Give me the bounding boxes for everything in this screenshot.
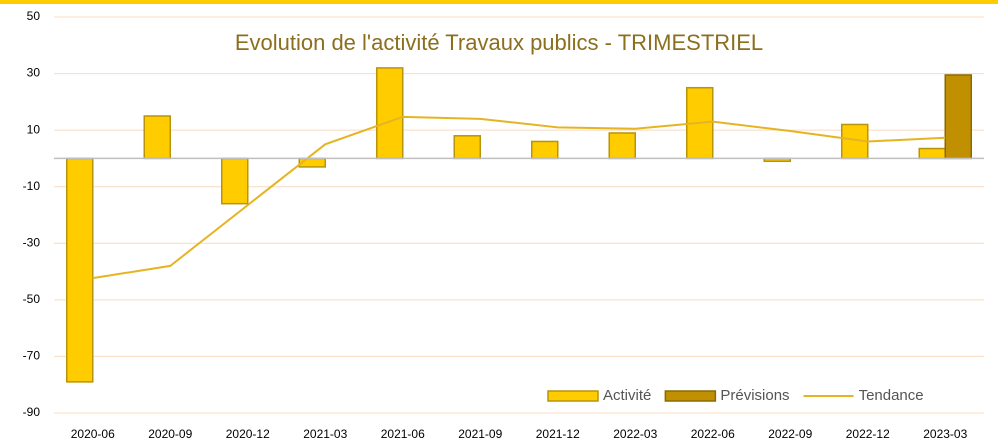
x-tick-label: 2022-09 [768,427,812,441]
legend-label: Tendance [859,387,924,404]
y-tick-label: 30 [27,66,41,80]
y-tick-label: -90 [23,405,41,419]
x-tick-label: 2023-03 [923,427,967,441]
legend-swatch [547,390,599,402]
x-tick-label: 2022-12 [846,427,890,441]
bar [143,115,171,160]
grid [54,16,984,414]
y-tick-label: 10 [27,122,41,136]
y-tick-label: -10 [23,179,41,193]
x-tick-label: 2021-09 [458,427,502,441]
bars [66,67,972,383]
x-tick-label: 2020-06 [71,427,115,441]
x-tick-label: 2020-12 [226,427,270,441]
y-tick-label: 50 [27,9,41,23]
x-tick-label: 2022-03 [613,427,657,441]
bar [944,74,972,160]
bar [453,135,481,160]
bar [376,67,404,160]
top-band [0,0,998,4]
y-tick-label: -50 [23,292,41,306]
x-tick-label: 2021-12 [536,427,580,441]
x-tick-label: 2022-06 [691,427,735,441]
trend-line [92,115,946,280]
chart-title: Evolution de l'activité Travaux publics … [235,30,763,55]
legend-label: Prévisions [720,387,789,404]
legend-label: Activité [603,387,651,404]
bar [66,157,94,383]
x-tick-label: 2020-09 [148,427,192,441]
y-tick-label: -30 [23,235,41,249]
legend-swatch [664,390,717,402]
bar [608,132,636,160]
x-tick-label: 2021-03 [303,427,347,441]
bar [918,147,946,160]
x-tick-label: 2021-06 [381,427,425,441]
bar [531,140,559,160]
bar [221,157,249,205]
y-tick-label: -70 [23,349,41,363]
